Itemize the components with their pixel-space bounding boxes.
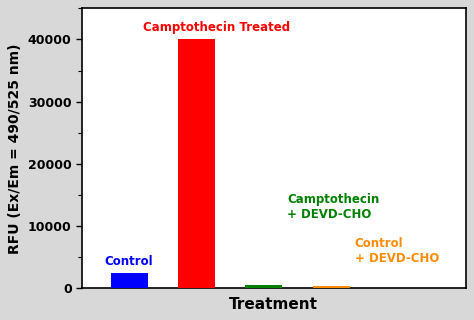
Text: Control: Control [105, 255, 154, 268]
Bar [178, 39, 215, 288]
X-axis label: Treatment: Treatment [229, 297, 319, 312]
Text: Control
+ DEVD-CHO: Control + DEVD-CHO [355, 237, 439, 265]
Bar [110, 273, 148, 288]
Y-axis label: RFU (Ex/Em = 490/525 nm): RFU (Ex/Em = 490/525 nm) [9, 43, 22, 253]
Text: Camptothecin
+ DEVD-CHO: Camptothecin + DEVD-CHO [287, 194, 380, 221]
Text: Camptothecin Treated: Camptothecin Treated [143, 21, 290, 35]
Bar [245, 285, 283, 288]
Bar [312, 286, 349, 288]
